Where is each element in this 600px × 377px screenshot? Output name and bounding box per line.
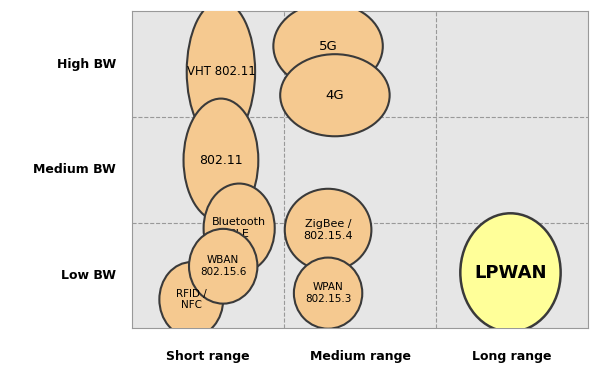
Ellipse shape bbox=[285, 189, 371, 271]
Text: High BW: High BW bbox=[57, 58, 116, 71]
Text: 4G: 4G bbox=[326, 89, 344, 102]
Text: Medium range: Medium range bbox=[310, 350, 410, 363]
Text: VHT 802.11: VHT 802.11 bbox=[187, 65, 255, 78]
Ellipse shape bbox=[280, 54, 389, 136]
Ellipse shape bbox=[189, 229, 257, 303]
Text: WBAN
802.15.6: WBAN 802.15.6 bbox=[200, 256, 247, 277]
Ellipse shape bbox=[460, 213, 560, 332]
Ellipse shape bbox=[203, 184, 275, 273]
Ellipse shape bbox=[294, 257, 362, 329]
Ellipse shape bbox=[187, 1, 255, 142]
Text: Bluetooth
BLE: Bluetooth BLE bbox=[212, 218, 266, 239]
Text: 802.11: 802.11 bbox=[199, 154, 243, 167]
Text: RFID /
NFC: RFID / NFC bbox=[176, 289, 206, 310]
Text: LPWAN: LPWAN bbox=[474, 264, 547, 282]
Ellipse shape bbox=[274, 3, 383, 89]
Text: Low BW: Low BW bbox=[61, 268, 116, 282]
Text: Short range: Short range bbox=[166, 350, 250, 363]
Text: Long range: Long range bbox=[472, 350, 551, 363]
Text: Medium BW: Medium BW bbox=[33, 163, 116, 176]
Ellipse shape bbox=[184, 99, 259, 222]
Text: ZigBee /
802.15.4: ZigBee / 802.15.4 bbox=[303, 219, 353, 241]
Text: WPAN
802.15.3: WPAN 802.15.3 bbox=[305, 282, 351, 304]
Text: 5G: 5G bbox=[319, 40, 337, 53]
Ellipse shape bbox=[160, 262, 223, 337]
